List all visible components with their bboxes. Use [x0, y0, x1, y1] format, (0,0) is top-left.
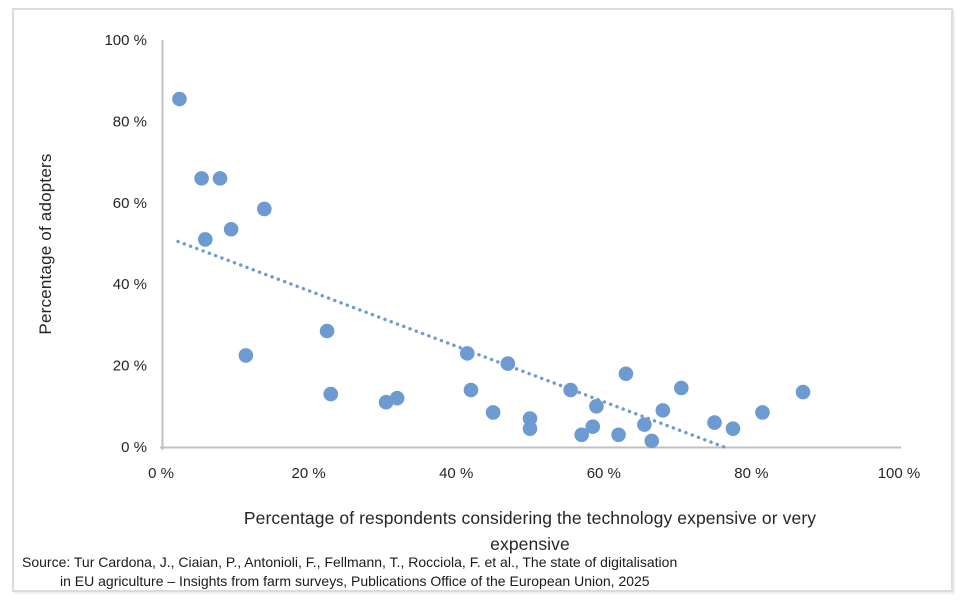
- data-point: [459, 346, 475, 361]
- data-point: [644, 433, 660, 449]
- x-tick-label: 100 %: [878, 465, 921, 482]
- data-point: [673, 380, 689, 396]
- x-axis-title: Percentage of respondents considering th…: [110, 505, 950, 557]
- data-point: [589, 399, 604, 414]
- y-tick-label: 20 %: [113, 358, 147, 375]
- data-point: [212, 171, 228, 186]
- x-tick-label: 80 %: [734, 465, 768, 482]
- x-axis-title-line2: expensive: [490, 534, 570, 554]
- x-axis-title-line1: Percentage of respondents considering th…: [243, 508, 817, 528]
- y-tick-label: 60 %: [113, 195, 147, 212]
- x-tick-label: 0 %: [148, 465, 174, 482]
- data-point: [707, 415, 722, 430]
- x-tick-label: 60 %: [587, 465, 621, 482]
- data-point: [323, 386, 339, 402]
- y-tick-label: 40 %: [113, 276, 147, 293]
- x-tick-label: 40 %: [439, 465, 473, 482]
- y-axis-title: Percentage of adopters: [36, 153, 55, 335]
- y-tick-label: 100 %: [104, 32, 147, 49]
- data-point: [257, 201, 272, 217]
- data-point: [194, 171, 209, 186]
- data-point: [585, 419, 601, 434]
- data-point: [378, 394, 394, 410]
- x-tick-label: 20 %: [291, 465, 325, 482]
- data-point: [563, 382, 578, 398]
- data-point: [725, 421, 741, 436]
- data-point: [522, 421, 538, 436]
- source-line1: Source: Tur Cardona, J., Ciaian, P., Ant…: [22, 554, 678, 570]
- data-point: [500, 356, 516, 371]
- data-point: [172, 91, 187, 107]
- trend-line: [176, 239, 726, 449]
- source-citation: Source: Tur Cardona, J., Ciaian, P., Ant…: [22, 553, 942, 591]
- data-point: [319, 323, 335, 339]
- data-point: [463, 382, 479, 398]
- data-point: [485, 405, 501, 420]
- data-point: [522, 411, 538, 426]
- source-line2: in EU agriculture – Insights from farm s…: [60, 573, 650, 589]
- y-tick-label: 80 %: [113, 113, 147, 130]
- figure-frame: [12, 8, 953, 592]
- data-point: [389, 390, 405, 406]
- data-point: [655, 403, 671, 418]
- data-point: [637, 417, 652, 432]
- data-point: [618, 366, 634, 382]
- y-tick-label: 0 %: [121, 439, 147, 456]
- data-point: [238, 348, 254, 363]
- data-point: [574, 427, 589, 443]
- data-point: [223, 221, 239, 237]
- data-point: [611, 427, 626, 443]
- data-point: [197, 232, 213, 247]
- data-point: [755, 405, 770, 420]
- data-point: [795, 384, 811, 400]
